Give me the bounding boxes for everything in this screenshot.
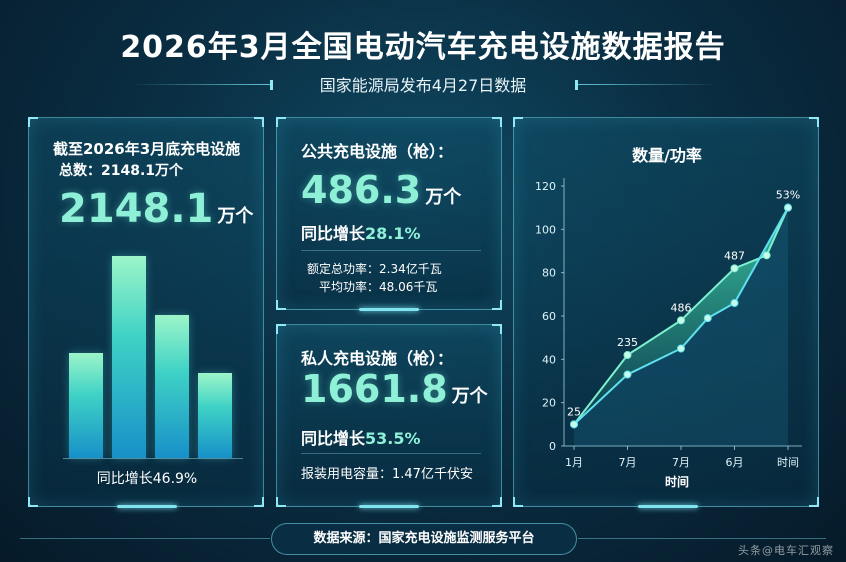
public-big-unit: 万个 — [425, 187, 462, 208]
private-facilities-panel: 私人充电设施（枪）： 1661.8 万个 同比增长53.5% 报装用电容量：1.… — [276, 324, 502, 508]
total-label: 总数：2148.1万个 — [59, 163, 184, 179]
public-divider — [301, 250, 481, 251]
total-bar-4 — [198, 373, 232, 458]
footer-line-right — [578, 538, 826, 539]
public-avg-power: 平均功率：48.06千瓦 — [319, 280, 438, 294]
x-tick-label: 6月 — [726, 456, 744, 469]
chart-title: 数量/功率 — [632, 146, 702, 165]
corner-decor — [513, 117, 523, 127]
corner-decor — [28, 117, 38, 127]
public-big-value-group: 486.3 万个 — [301, 168, 461, 212]
data-label: 487 — [724, 249, 745, 262]
total-facilities-panel: 截至2026年3月底充电设施 总数：2148.1万个 2148.1 万个 同比增… — [28, 117, 264, 508]
public-rated-power: 额定总功率：2.34亿千瓦 — [307, 262, 442, 276]
panel-glow — [359, 308, 419, 311]
private-growth: 同比增长53.5% — [301, 425, 421, 449]
private-big-value-group: 1661.8 万个 — [301, 367, 488, 411]
total-bar-3 — [155, 315, 189, 458]
total-bar-1 — [69, 353, 103, 458]
y-tick-label: 0 — [549, 440, 556, 453]
y-tick-label: 120 — [535, 180, 556, 193]
corner-decor — [254, 117, 264, 127]
public-growth-label: 同比增长 — [301, 224, 366, 243]
private-growth-pct: 53.5% — [365, 429, 421, 448]
x-tick-label: 7月 — [619, 456, 637, 469]
data-label: 25 — [567, 405, 581, 418]
series-point — [730, 264, 739, 273]
corner-decor — [28, 497, 38, 507]
area-under-lower — [574, 207, 788, 446]
series-point — [623, 351, 632, 359]
y-tick-label: 20 — [542, 397, 556, 410]
x-tick-label: 时间 — [777, 456, 799, 469]
private-big-value: 1661.8 — [301, 367, 448, 411]
series-point — [570, 420, 578, 429]
total-big-value: 2148.1 — [59, 186, 214, 232]
data-label: 235 — [617, 336, 638, 349]
series-point — [730, 299, 739, 307]
data-label: 53% — [776, 189, 800, 202]
corner-decor — [513, 497, 523, 507]
series-line-1 — [573, 207, 789, 425]
watermark: 头条@电车汇观察 — [738, 544, 834, 557]
corner-decor — [492, 497, 502, 507]
corner-decor — [276, 324, 286, 334]
public-growth-pct: 28.1% — [365, 224, 421, 243]
series-point — [677, 316, 685, 325]
corner-decor — [492, 324, 502, 334]
corner-decor — [276, 117, 286, 127]
x-axis-label: 时间 — [665, 474, 689, 489]
page-subtitle: 国家能源局发布4月27日数据 — [319, 76, 527, 95]
y-tick-label: 60 — [542, 310, 556, 323]
bar-baseline — [63, 458, 243, 459]
series-point — [762, 251, 771, 260]
total-big-unit: 万个 — [217, 206, 254, 227]
panel-glow — [117, 505, 177, 508]
area-between-series — [574, 207, 788, 425]
data-label: 486 — [671, 301, 692, 314]
series-point — [703, 314, 712, 323]
corner-decor — [492, 300, 502, 310]
series-point — [677, 344, 685, 353]
series-line-2 — [573, 207, 789, 426]
corner-decor — [492, 117, 502, 127]
corner-decor — [809, 497, 819, 507]
corner-decor — [254, 497, 264, 507]
private-capacity: 报装用电容量：1.47亿千伏安 — [301, 467, 473, 482]
public-big-value: 486.3 — [301, 168, 422, 212]
public-growth: 同比增长28.1% — [301, 220, 421, 244]
footer-line-left — [20, 538, 270, 539]
total-heading: 截至2026年3月底充电设施 — [53, 140, 241, 158]
series-point — [623, 370, 632, 379]
private-big-unit: 万个 — [451, 386, 488, 407]
subtitle-decor-right — [578, 84, 718, 85]
private-divider — [301, 453, 481, 454]
private-heading: 私人充电设施（枪）： — [301, 349, 454, 368]
chart-panel: 数量/功率 0 20 40 60 80 100 120 1月 7月 7月 6月 时间 时间 25 235 48… — [513, 117, 819, 508]
series-point — [784, 203, 792, 212]
panel-glow — [638, 505, 698, 508]
corner-decor — [809, 117, 819, 127]
data-source: 数据来源：国家充电设施监测服务平台 — [271, 523, 577, 555]
page-title: 2026年3月全国电动汽车充电设施数据报告 — [120, 30, 726, 65]
y-tick-label: 80 — [542, 267, 556, 280]
total-growth: 同比增长46.9% — [96, 471, 198, 487]
x-tick-label: 1月 — [565, 456, 583, 469]
subtitle-decor-dot-right — [575, 80, 578, 90]
y-tick-label: 100 — [535, 223, 556, 236]
panel-glow — [359, 505, 419, 508]
x-tick-label: 7月 — [672, 456, 690, 469]
subtitle-decor-dot-left — [270, 80, 273, 90]
corner-decor — [276, 497, 286, 507]
y-tick-label: 40 — [542, 353, 556, 366]
private-growth-label: 同比增长 — [301, 429, 366, 448]
subtitle-decor-left — [130, 84, 270, 85]
public-facilities-panel: 公共充电设施（枪）： 486.3 万个 同比增长28.1% 额定总功率：2.34… — [276, 117, 502, 311]
total-big-value-group: 2148.1 万个 — [59, 186, 253, 232]
total-bar-2 — [112, 256, 146, 458]
public-heading: 公共充电设施（枪）： — [301, 142, 454, 161]
corner-decor — [276, 300, 286, 310]
